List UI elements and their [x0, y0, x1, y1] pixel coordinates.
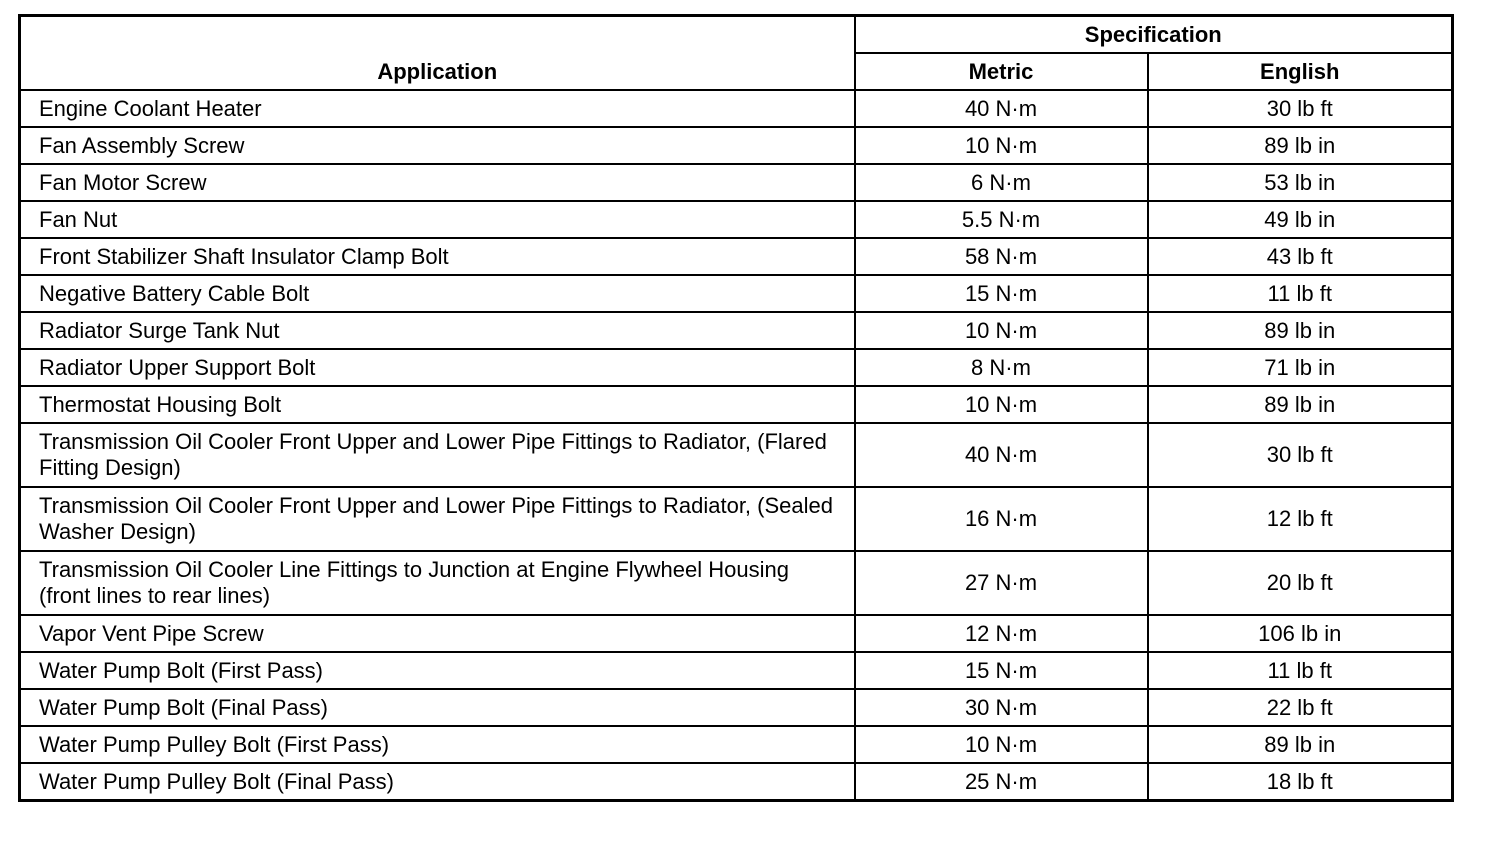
metric-cell: 5.5 N·m: [853, 200, 1149, 239]
english-cell: 89 lb in: [1146, 126, 1454, 165]
english-cell: 89 lb in: [1146, 311, 1454, 350]
english-cell: 22 lb ft: [1146, 688, 1454, 727]
application-cell: Radiator Surge Tank Nut: [18, 311, 856, 350]
english-cell: 89 lb in: [1146, 385, 1454, 424]
table-row: Front Stabilizer Shaft Insulator Clamp B…: [18, 237, 1454, 276]
table-row: Water Pump Pulley Bolt (First Pass) 10 N·…: [18, 725, 1454, 764]
table-row: Water Pump Pulley Bolt (Final Pass) 25 N·…: [18, 762, 1454, 802]
table-row: Fan Assembly Screw 10 N·m 89 lb in: [18, 126, 1454, 165]
torque-specification-table: Application Specification Metric English…: [18, 14, 1454, 802]
english-cell: 30 lb ft: [1146, 422, 1454, 488]
english-cell: 71 lb in: [1146, 348, 1454, 387]
application-cell: Water Pump Bolt (First Pass): [18, 651, 856, 690]
table-row: Thermostat Housing Bolt 10 N·m 89 lb in: [18, 385, 1454, 424]
metric-cell: 15 N·m: [853, 274, 1149, 313]
application-cell: Radiator Upper Support Bolt: [18, 348, 856, 387]
application-cell: Water Pump Bolt (Final Pass): [18, 688, 856, 727]
english-cell: 11 lb ft: [1146, 274, 1454, 313]
english-cell: 49 lb in: [1146, 200, 1454, 239]
table-row: Radiator Upper Support Bolt 8 N·m 71 lb in: [18, 348, 1454, 387]
metric-cell: 25 N·m: [853, 762, 1149, 802]
header-application: Application: [18, 14, 856, 91]
metric-cell: 10 N·m: [853, 126, 1149, 165]
application-cell: Fan Assembly Screw: [18, 126, 856, 165]
table-row: Transmission Oil Cooler Front Upper and …: [18, 422, 1454, 488]
metric-cell: 30 N·m: [853, 688, 1149, 727]
english-cell: 53 lb in: [1146, 163, 1454, 202]
application-cell: Water Pump Pulley Bolt (First Pass): [18, 725, 856, 764]
table-row: Engine Coolant Heater 40 N·m 30 lb ft: [18, 89, 1454, 128]
header-english: English: [1146, 52, 1454, 91]
header-specification: Specification: [853, 14, 1454, 54]
metric-cell: 10 N·m: [853, 725, 1149, 764]
english-cell: 89 lb in: [1146, 725, 1454, 764]
table-body: Engine Coolant Heater 40 N·m 30 lb ft Fan A…: [18, 89, 1454, 802]
english-cell: 20 lb ft: [1146, 550, 1454, 616]
metric-cell: 27 N·m: [853, 550, 1149, 616]
english-cell: 43 lb ft: [1146, 237, 1454, 276]
table-row: Water Pump Bolt (Final Pass) 30 N·m 22 lb …: [18, 688, 1454, 727]
table-row: Transmission Oil Cooler Front Upper and …: [18, 486, 1454, 552]
header-metric: Metric: [853, 52, 1149, 91]
english-cell: 12 lb ft: [1146, 486, 1454, 552]
table-row: Radiator Surge Tank Nut 10 N·m 89 lb in: [18, 311, 1454, 350]
table-row: Transmission Oil Cooler Line Fittings to…: [18, 550, 1454, 616]
english-cell: 106 lb in: [1146, 614, 1454, 653]
application-cell: Transmission Oil Cooler Front Upper and …: [18, 486, 856, 552]
application-cell: Vapor Vent Pipe Screw: [18, 614, 856, 653]
application-cell: Fan Motor Screw: [18, 163, 856, 202]
metric-cell: 40 N·m: [853, 422, 1149, 488]
table-row: Water Pump Bolt (First Pass) 15 N·m 11 lb …: [18, 651, 1454, 690]
metric-cell: 12 N·m: [853, 614, 1149, 653]
metric-cell: 15 N·m: [853, 651, 1149, 690]
english-cell: 18 lb ft: [1146, 762, 1454, 802]
application-cell: Fan Nut: [18, 200, 856, 239]
metric-cell: 58 N·m: [853, 237, 1149, 276]
english-cell: 11 lb ft: [1146, 651, 1454, 690]
application-cell: Transmission Oil Cooler Line Fittings to…: [18, 550, 856, 616]
table-row: Vapor Vent Pipe Screw 12 N·m 106 lb in: [18, 614, 1454, 653]
metric-cell: 10 N·m: [853, 311, 1149, 350]
english-cell: 30 lb ft: [1146, 89, 1454, 128]
table-row: Fan Nut 5.5 N·m 49 lb in: [18, 200, 1454, 239]
application-cell: Water Pump Pulley Bolt (Final Pass): [18, 762, 856, 802]
application-cell: Transmission Oil Cooler Front Upper and …: [18, 422, 856, 488]
application-cell: Thermostat Housing Bolt: [18, 385, 856, 424]
metric-cell: 6 N·m: [853, 163, 1149, 202]
metric-cell: 10 N·m: [853, 385, 1149, 424]
application-cell: Negative Battery Cable Bolt: [18, 274, 856, 313]
application-cell: Engine Coolant Heater: [18, 89, 856, 128]
metric-cell: 8 N·m: [853, 348, 1149, 387]
application-cell: Front Stabilizer Shaft Insulator Clamp B…: [18, 237, 856, 276]
metric-cell: 16 N·m: [853, 486, 1149, 552]
metric-cell: 40 N·m: [853, 89, 1149, 128]
table-row: Fan Motor Screw 6 N·m 53 lb in: [18, 163, 1454, 202]
table-row: Negative Battery Cable Bolt 15 N·m 11 lb f…: [18, 274, 1454, 313]
